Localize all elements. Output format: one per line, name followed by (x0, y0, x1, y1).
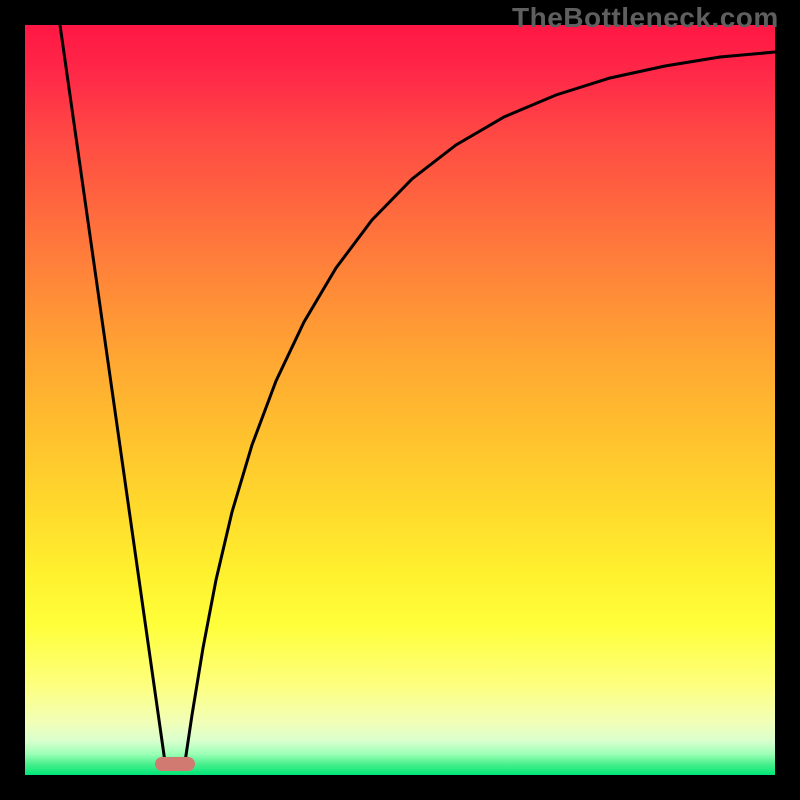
watermark-text: TheBottleneck.com (512, 2, 779, 34)
right-ascent-curve (185, 52, 775, 762)
chart-container: TheBottleneck.com (0, 0, 800, 800)
trough-marker (155, 757, 195, 771)
left-descent-line (60, 25, 165, 762)
curve-overlay (0, 0, 800, 800)
